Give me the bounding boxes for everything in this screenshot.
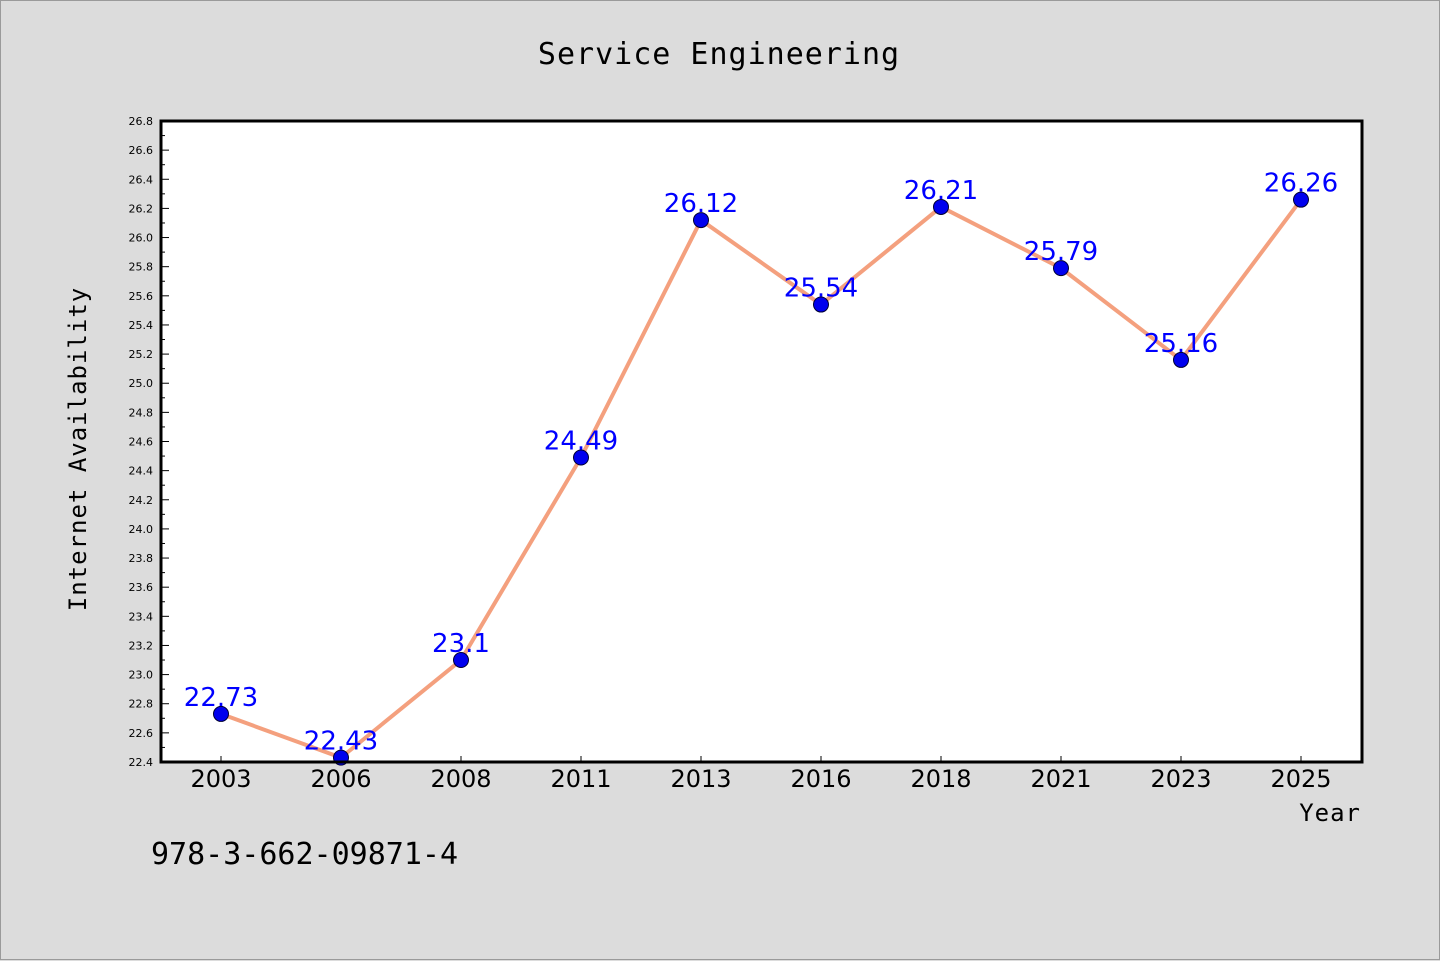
y-tick-label: 23.8	[129, 552, 154, 565]
y-tick-label: 26.2	[129, 202, 154, 215]
data-labels: 22.73 22.43 23.1 24.49 26.12 25.54 26.21 25.79 2…	[184, 169, 1338, 757]
data-label-2011: 24.49	[544, 427, 618, 457]
x-tick-label: 2016	[790, 765, 851, 793]
data-label-2016: 25.54	[784, 274, 858, 304]
y-tick-label: 23.6	[129, 581, 154, 594]
y-tick-label: 25.4	[129, 319, 154, 332]
x-tick-label: 2021	[1030, 765, 1091, 793]
y-tick-label: 25.8	[129, 261, 154, 274]
data-label-2008: 23.1	[432, 629, 490, 659]
plot-area	[161, 121, 1362, 762]
chart-title: Service Engineering	[538, 37, 900, 72]
y-tick-label: 24.2	[129, 494, 154, 507]
y-tick-label: 24.8	[129, 406, 154, 419]
y-tick-label: 26.4	[129, 173, 154, 186]
data-label-2013: 26.12	[664, 189, 738, 219]
x-axis-ticks: 2003 2006 2008 2011 2013 2016 2018 2021 2023 2025	[190, 756, 1332, 793]
y-tick-label: 22.6	[129, 727, 154, 740]
data-point-2021	[1053, 260, 1069, 277]
data-point-2023	[1173, 351, 1189, 368]
series-line	[220, 198, 1303, 760]
y-tick-label: 23.2	[129, 639, 154, 652]
y-tick-label: 24.0	[129, 523, 154, 536]
y-axis-label: Internet Availability	[64, 287, 92, 611]
data-point-2008	[453, 652, 469, 669]
y-tick-label: 24.4	[129, 465, 154, 478]
y-axis-ticks: 22.4 22.6 22.8 23.0 23.2 23.4 23.6 23.8 24.0 24.2…	[129, 115, 169, 769]
y-tick-label: 26.6	[129, 144, 154, 157]
x-tick-label: 2013	[670, 765, 731, 793]
isbn-text: 978-3-662-09871-4	[151, 837, 458, 872]
y-tick-label: 22.8	[129, 698, 154, 711]
data-point-2016	[813, 296, 829, 313]
x-tick-label: 2006	[310, 765, 371, 793]
y-tick-label: 23.4	[129, 610, 154, 623]
data-label-2003: 22.73	[184, 683, 258, 713]
data-point-2011	[573, 449, 589, 466]
y-tick-label: 25.6	[129, 290, 154, 303]
y-tick-label: 25.2	[129, 348, 154, 361]
data-point-2013	[693, 212, 709, 229]
data-point-2025	[1293, 191, 1309, 208]
x-axis-label: Year	[1299, 799, 1361, 827]
x-tick-label: 2018	[910, 765, 971, 793]
y-tick-label: 23.0	[129, 669, 154, 682]
x-tick-label: 2025	[1270, 765, 1331, 793]
data-label-2021: 25.79	[1024, 237, 1098, 267]
y-tick-label: 26.8	[129, 115, 154, 128]
x-tick-label: 2003	[190, 765, 251, 793]
data-label-2023: 25.16	[1144, 329, 1218, 359]
x-tick-label: 2008	[430, 765, 491, 793]
x-tick-label: 2011	[550, 765, 611, 793]
data-label-2018: 26.21	[904, 176, 978, 206]
y-tick-label: 26.0	[129, 232, 154, 245]
x-tick-label: 2023	[1150, 765, 1211, 793]
data-point-2018	[933, 198, 949, 215]
y-tick-label: 22.4	[129, 756, 154, 769]
y-tick-label: 25.0	[129, 377, 154, 390]
series-markers	[213, 191, 1309, 766]
plot-frame	[159, 119, 1364, 764]
data-label-2006: 22.43	[304, 727, 378, 757]
data-label-2025: 26.26	[1264, 169, 1338, 199]
y-tick-label: 24.6	[129, 436, 154, 449]
data-point-2003	[213, 705, 229, 722]
